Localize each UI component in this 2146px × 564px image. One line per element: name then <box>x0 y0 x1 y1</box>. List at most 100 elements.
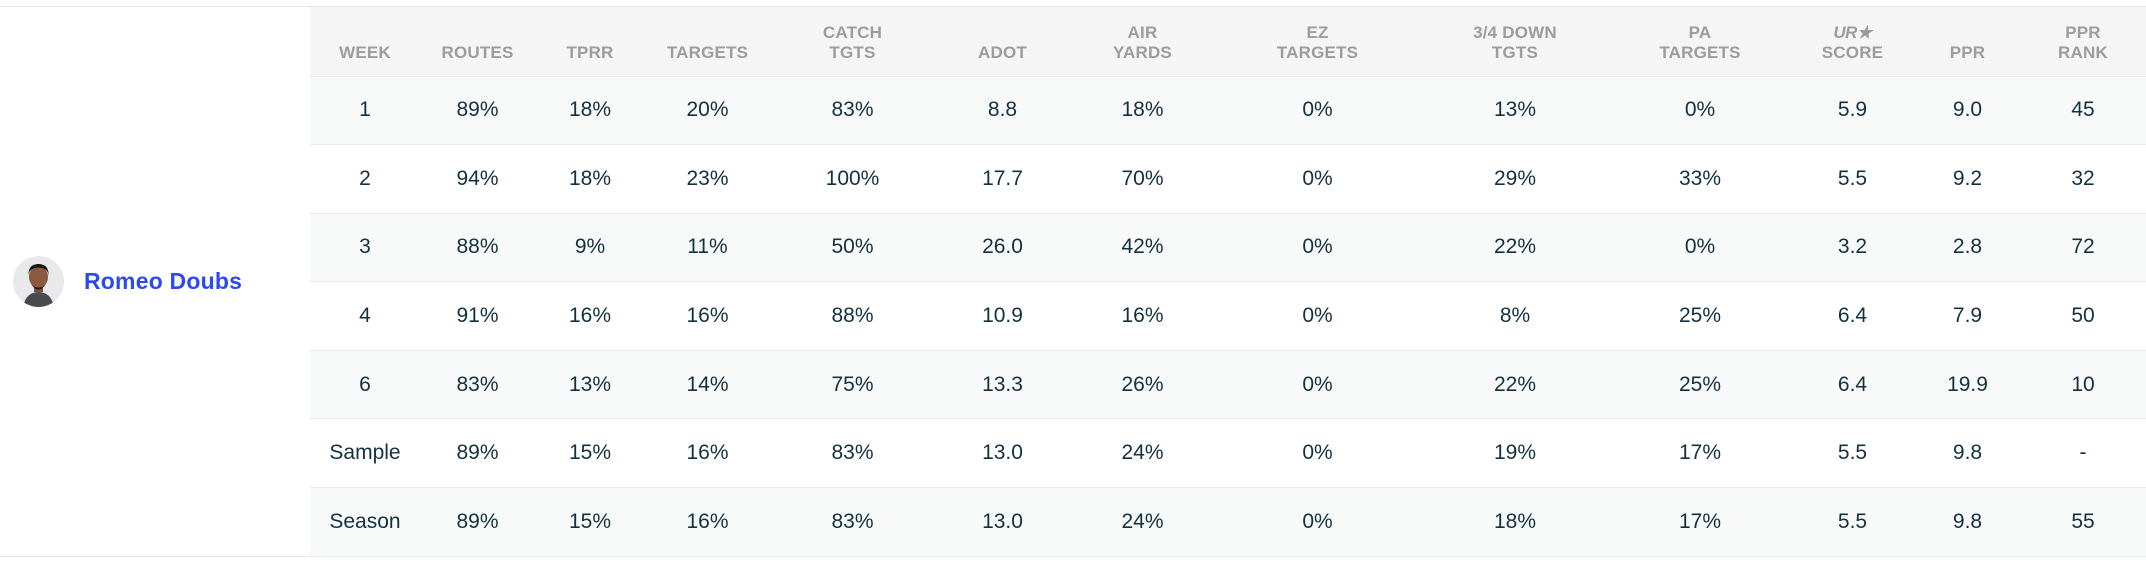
cell-adot: 13.0 <box>935 418 1070 488</box>
cell-34down-tgts: 13% <box>1420 76 1610 145</box>
cell-ppr-rank: 72 <box>2020 213 2146 282</box>
top-divider <box>0 6 2146 7</box>
cell-targets: 11% <box>645 213 770 282</box>
cell-ppr: 19.9 <box>1915 350 2020 419</box>
cell-week: 4 <box>310 281 420 351</box>
cell-ur-score: 6.4 <box>1790 281 1915 351</box>
cell-tprr: 18% <box>535 144 645 214</box>
cell-pa-targets: 17% <box>1610 487 1790 556</box>
cell-pa-targets: 33% <box>1610 144 1790 214</box>
col-header-ppr-rank: PPR RANK <box>2020 7 2146 76</box>
col-header-catch-tgts: CATCH TGTS <box>770 7 935 76</box>
col-header-tprr: TPRR <box>535 7 645 76</box>
cell-34down-tgts: 29% <box>1420 144 1610 214</box>
cell-ur-score: 6.4 <box>1790 350 1915 419</box>
cell-ppr: 9.2 <box>1915 144 2020 214</box>
cell-week: 2 <box>310 144 420 214</box>
cell-air-yards: 70% <box>1070 144 1215 214</box>
ur-star-logo-icon: UR★ <box>1833 22 1872 42</box>
cell-ppr: 9.0 <box>1915 76 2020 145</box>
cell-tprr: 13% <box>535 350 645 419</box>
cell-targets: 14% <box>645 350 770 419</box>
table-row-sample: Sample 89% 15% 16% 83% 13.0 24% 0% 19% 1… <box>310 418 2146 488</box>
cell-targets: 23% <box>645 144 770 214</box>
cell-week: 3 <box>310 213 420 282</box>
cell-air-yards: 26% <box>1070 350 1215 419</box>
cell-week: 1 <box>310 76 420 145</box>
cell-air-yards: 42% <box>1070 213 1215 282</box>
cell-pa-targets: 25% <box>1610 350 1790 419</box>
cell-ez-targets: 0% <box>1215 418 1420 488</box>
col-header-ez-targets: EZ TARGETS <box>1215 7 1420 76</box>
cell-targets: 16% <box>645 418 770 488</box>
table-row-week-2: 2 94% 18% 23% 100% 17.7 70% 0% 29% 33% 5… <box>310 144 2146 214</box>
table-header: WEEK ROUTES TPRR TARGETS CATCH TGTS ADOT … <box>310 7 2146 76</box>
cell-ur-score: 3.2 <box>1790 213 1915 282</box>
cell-ppr-rank: 45 <box>2020 76 2146 145</box>
cell-34down-tgts: 22% <box>1420 213 1610 282</box>
cell-tprr: 15% <box>535 418 645 488</box>
cell-catch-tgts: 88% <box>770 281 935 351</box>
col-header-pa-targets: PA TARGETS <box>1610 7 1790 76</box>
cell-catch-tgts: 75% <box>770 350 935 419</box>
cell-catch-tgts: 100% <box>770 144 935 214</box>
cell-ez-targets: 0% <box>1215 487 1420 556</box>
player-panel: Romeo Doubs <box>0 7 310 556</box>
table-row-week-4: 4 91% 16% 16% 88% 10.9 16% 0% 8% 25% 6.4… <box>310 281 2146 351</box>
cell-adot: 13.3 <box>935 350 1070 419</box>
col-header-targets: TARGETS <box>645 7 770 76</box>
cell-ppr: 7.9 <box>1915 281 2020 351</box>
cell-targets: 20% <box>645 76 770 145</box>
cell-ppr-rank: 55 <box>2020 487 2146 556</box>
cell-34down-tgts: 19% <box>1420 418 1610 488</box>
cell-adot: 13.0 <box>935 487 1070 556</box>
cell-tprr: 16% <box>535 281 645 351</box>
cell-34down-tgts: 22% <box>1420 350 1610 419</box>
cell-routes: 89% <box>420 418 535 488</box>
table-row-week-6: 6 83% 13% 14% 75% 13.3 26% 0% 22% 25% 6.… <box>310 350 2146 419</box>
cell-air-yards: 16% <box>1070 281 1215 351</box>
cell-routes: 91% <box>420 281 535 351</box>
cell-pa-targets: 25% <box>1610 281 1790 351</box>
cell-ez-targets: 0% <box>1215 144 1420 214</box>
player-avatar[interactable] <box>13 256 64 307</box>
cell-adot: 26.0 <box>935 213 1070 282</box>
cell-week: 6 <box>310 350 420 419</box>
cell-ur-score: 5.9 <box>1790 76 1915 145</box>
col-header-air-yards: AIR YARDS <box>1070 7 1215 76</box>
col-header-week: WEEK <box>310 7 420 76</box>
stats-table: WEEK ROUTES TPRR TARGETS CATCH TGTS ADOT … <box>310 7 2146 556</box>
cell-targets: 16% <box>645 487 770 556</box>
table-header-row: WEEK ROUTES TPRR TARGETS CATCH TGTS ADOT … <box>310 7 2146 76</box>
col-header-adot: ADOT <box>935 7 1070 76</box>
cell-tprr: 9% <box>535 213 645 282</box>
cell-ez-targets: 0% <box>1215 281 1420 351</box>
col-header-ppr: PPR <box>1915 7 2020 76</box>
cell-tprr: 15% <box>535 487 645 556</box>
cell-ez-targets: 0% <box>1215 76 1420 145</box>
table-body: 1 89% 18% 20% 83% 8.8 18% 0% 13% 0% 5.9 … <box>310 76 2146 556</box>
cell-ppr: 2.8 <box>1915 213 2020 282</box>
cell-ur-score: 5.5 <box>1790 144 1915 214</box>
cell-adot: 10.9 <box>935 281 1070 351</box>
cell-air-yards: 18% <box>1070 76 1215 145</box>
cell-ur-score: 5.5 <box>1790 418 1915 488</box>
cell-adot: 17.7 <box>935 144 1070 214</box>
cell-ez-targets: 0% <box>1215 213 1420 282</box>
cell-pa-targets: 17% <box>1610 418 1790 488</box>
cell-pa-targets: 0% <box>1610 213 1790 282</box>
cell-routes: 83% <box>420 350 535 419</box>
cell-catch-tgts: 83% <box>770 487 935 556</box>
cell-adot: 8.8 <box>935 76 1070 145</box>
cell-routes: 89% <box>420 487 535 556</box>
col-header-34down-tgts: 3/4 DOWN TGTS <box>1420 7 1610 76</box>
cell-ez-targets: 0% <box>1215 350 1420 419</box>
cell-ppr-rank: - <box>2020 418 2146 488</box>
cell-catch-tgts: 83% <box>770 418 935 488</box>
col-header-ur-score: UR★ SCORE <box>1790 7 1915 76</box>
cell-air-yards: 24% <box>1070 418 1215 488</box>
bottom-divider <box>0 556 2146 557</box>
player-name-link[interactable]: Romeo Doubs <box>84 268 243 294</box>
cell-34down-tgts: 8% <box>1420 281 1610 351</box>
